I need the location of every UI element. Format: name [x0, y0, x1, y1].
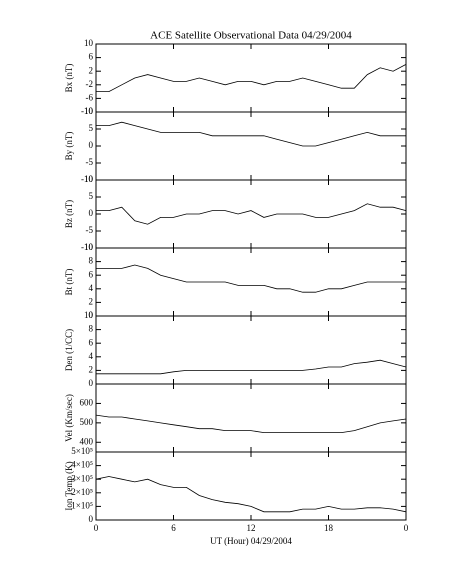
- data-line: [95, 476, 407, 513]
- y-axis-label: Ion Temp (K): [64, 461, 74, 510]
- y-tick-label: 6: [89, 269, 94, 279]
- panel-frame: [95, 179, 407, 249]
- y-tick-label: -5: [86, 225, 94, 235]
- y-tick-label: 400: [80, 436, 94, 446]
- y-tick-label: 600: [80, 397, 94, 407]
- y-tick-label: 10: [84, 38, 94, 48]
- x-axis-label: UT (Hour) 04/29/2004: [210, 536, 292, 546]
- x-tick-label: 12: [247, 523, 256, 533]
- y-tick-label: 1×10⁵: [71, 500, 93, 510]
- y-axis-label: Den (1/CC): [64, 329, 74, 371]
- y-tick-label: 0: [89, 140, 94, 150]
- data-line: [96, 359, 407, 375]
- y-tick-label: 500: [80, 417, 94, 427]
- data-line: [95, 414, 407, 433]
- y-tick-label: 6: [89, 52, 94, 62]
- y-tick-label: 8: [89, 256, 94, 266]
- y-tick-label: -10: [81, 174, 93, 184]
- y-tick-label: -10: [81, 242, 93, 252]
- data-line: [96, 121, 406, 147]
- y-tick-label: 0: [89, 378, 94, 388]
- data-line: [96, 264, 406, 293]
- panel-frame: [95, 111, 407, 181]
- x-tick-label: 18: [324, 523, 334, 533]
- chart-title: ACE Satellite Observational Data 04/29/2…: [150, 30, 352, 42]
- y-tick-label: 0: [89, 208, 94, 218]
- y-tick-label: 10: [84, 106, 94, 116]
- data-line: [96, 203, 407, 225]
- y-tick-label: -6: [86, 92, 94, 102]
- y-tick-label: 5×10⁵: [71, 446, 93, 456]
- y-tick-label: -10: [81, 106, 93, 116]
- y-tick-label: 6: [89, 337, 94, 347]
- x-tick-label: 0: [94, 523, 99, 533]
- x-tick-label: 0: [404, 523, 409, 533]
- y-axis-label: Vel (Km/sec): [64, 394, 74, 442]
- y-tick-label: 10: [84, 242, 94, 252]
- y-tick-label: 2: [89, 65, 94, 75]
- y-axis-label: Bx (nT): [64, 64, 74, 93]
- y-tick-label: 0: [89, 514, 94, 524]
- y-tick-label: 8: [89, 324, 94, 334]
- y-tick-label: 4: [89, 283, 94, 293]
- data-line: [96, 64, 407, 92]
- y-tick-label: -2: [86, 79, 94, 89]
- y-tick-label: 10: [84, 310, 94, 320]
- y-tick-label: 2: [89, 364, 94, 374]
- y-tick-label: 5: [89, 123, 94, 133]
- y-axis-label: Bt (nT): [64, 269, 74, 296]
- y-tick-label: 2: [89, 296, 94, 306]
- panel-frame: [95, 383, 407, 453]
- y-tick-label: 4: [89, 351, 94, 361]
- y-tick-label: 2×10⁵: [71, 487, 93, 497]
- y-tick-label: 10: [84, 174, 94, 184]
- y-axis-label: By (nT): [64, 132, 74, 161]
- y-tick-label: 3×10⁵: [71, 473, 93, 483]
- y-tick-label: 0: [89, 310, 94, 320]
- y-tick-label: 5: [89, 191, 94, 201]
- panel-frame: [95, 247, 407, 317]
- y-tick-label: -5: [86, 157, 94, 167]
- x-tick-label: 6: [171, 523, 176, 533]
- panel-frame: [95, 451, 407, 521]
- y-axis-label: Bz (nT): [64, 200, 74, 228]
- y-tick-label: 4×10⁵: [71, 460, 93, 470]
- panel-frame: [95, 43, 407, 113]
